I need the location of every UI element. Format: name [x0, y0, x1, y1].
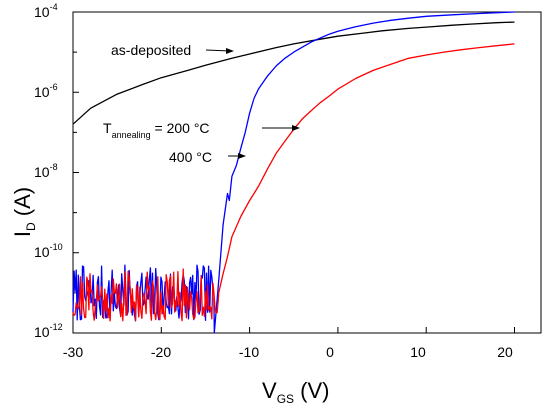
x-tick-label: -30 — [63, 344, 83, 360]
series-line-as-deposited — [72, 21, 515, 125]
200C-arrow — [262, 125, 300, 131]
x-tick-label: 20 — [497, 344, 513, 360]
y-axis-label: ID (A) — [10, 187, 38, 237]
annealing-temperature-label: Tannealing = 200 °C — [103, 120, 210, 140]
y-tick-label: 10-12 — [34, 322, 63, 340]
series-layer — [72, 11, 515, 334]
y-ticks — [73, 11, 79, 334]
as-deposited-arrow — [205, 48, 234, 54]
400C-label: 400 °C — [169, 149, 212, 165]
x-axis-label: VGS (V) — [262, 378, 329, 406]
y-tick-label: 10-4 — [34, 2, 58, 20]
y-tick-label: 10-6 — [34, 82, 58, 100]
as-deposited-label: as-deposited — [111, 42, 191, 58]
y-tick-label: 10-10 — [34, 242, 63, 260]
series-line-200C — [72, 11, 515, 334]
plot-frame — [72, 11, 542, 334]
x-tick-label: 0 — [326, 344, 334, 360]
y-tick-label: 10-8 — [34, 162, 58, 180]
x-tick-label: -20 — [151, 344, 171, 360]
x-tick-label: -10 — [239, 344, 259, 360]
400C-arrow — [228, 153, 246, 159]
series-line-400C — [72, 43, 515, 322]
x-ticks — [72, 327, 516, 333]
x-tick-label: 10 — [410, 344, 426, 360]
